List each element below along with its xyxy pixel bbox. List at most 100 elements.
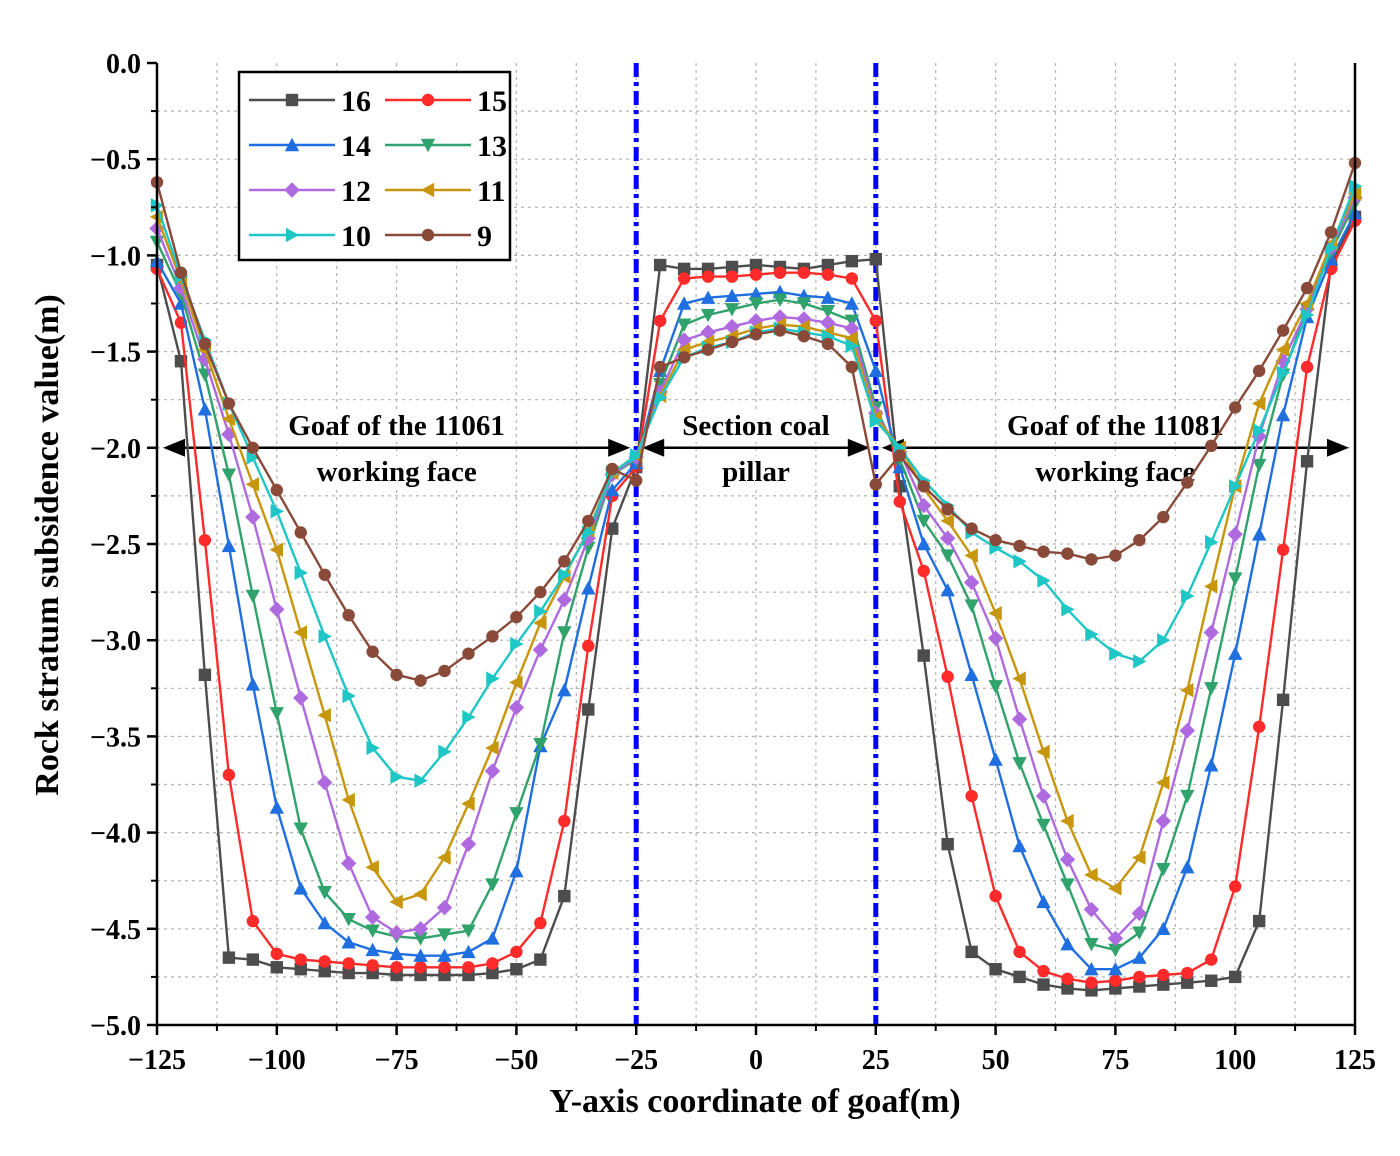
data-point bbox=[606, 522, 619, 535]
data-point bbox=[916, 536, 931, 551]
annotation-label: Goaf of the 11061 bbox=[288, 410, 505, 442]
data-point bbox=[222, 768, 236, 782]
data-point bbox=[270, 961, 283, 974]
data-point bbox=[174, 266, 188, 279]
data-point bbox=[461, 944, 476, 959]
data-point bbox=[1229, 479, 1243, 494]
data-point bbox=[605, 482, 620, 497]
data-point bbox=[989, 963, 1002, 976]
data-point bbox=[197, 402, 213, 416]
data-point bbox=[1181, 976, 1194, 989]
data-point bbox=[965, 789, 978, 803]
legend-label: 9 bbox=[477, 220, 492, 253]
data-point bbox=[1085, 553, 1098, 566]
legend-item-13: 13 bbox=[385, 130, 507, 163]
data-point bbox=[940, 549, 955, 563]
data-point bbox=[342, 966, 355, 980]
data-point bbox=[773, 324, 787, 337]
series-16 bbox=[150, 210, 1362, 997]
data-point bbox=[1251, 396, 1266, 411]
data-point bbox=[558, 555, 571, 568]
data-point bbox=[1229, 880, 1242, 893]
data-point bbox=[1251, 458, 1267, 473]
annotation-label: working face bbox=[316, 456, 476, 488]
data-point bbox=[845, 338, 860, 354]
data-point bbox=[221, 538, 237, 553]
data-point bbox=[725, 270, 739, 283]
data-point bbox=[364, 909, 381, 925]
data-point bbox=[269, 800, 284, 814]
x-axis-title: Y-axis coordinate of goaf(m) bbox=[549, 1083, 960, 1120]
data-point bbox=[917, 564, 930, 578]
data-point bbox=[845, 272, 859, 285]
data-point bbox=[293, 690, 309, 706]
data-point bbox=[1036, 744, 1050, 759]
data-point bbox=[1013, 554, 1027, 569]
data-point bbox=[414, 961, 427, 974]
data-point bbox=[916, 514, 931, 529]
x-tick-label: 75 bbox=[1101, 1045, 1129, 1076]
annotation-label-backing bbox=[1032, 455, 1199, 488]
x-tick-label: −50 bbox=[494, 1045, 538, 1076]
data-point bbox=[988, 606, 1002, 621]
data-point bbox=[420, 138, 436, 153]
data-point bbox=[484, 763, 501, 779]
data-point bbox=[533, 615, 547, 631]
data-point bbox=[580, 530, 596, 546]
data-point bbox=[420, 182, 435, 198]
data-point bbox=[245, 677, 261, 691]
x-tick-label: 0 bbox=[749, 1045, 763, 1076]
data-point bbox=[558, 567, 572, 582]
legend-label: 12 bbox=[341, 175, 371, 208]
legend-box bbox=[237, 70, 512, 262]
data-point bbox=[582, 703, 595, 716]
data-point bbox=[1061, 547, 1074, 560]
data-point bbox=[1156, 921, 1171, 935]
data-point bbox=[724, 318, 740, 335]
data-point bbox=[1133, 533, 1146, 547]
data-point bbox=[941, 837, 954, 851]
annotation-label-backing bbox=[1004, 409, 1227, 442]
data-point bbox=[1228, 646, 1243, 660]
data-point bbox=[317, 886, 332, 900]
data-point bbox=[989, 533, 1002, 547]
data-point bbox=[653, 390, 668, 405]
series-9 bbox=[150, 156, 1362, 687]
data-point bbox=[1275, 342, 1290, 357]
data-point bbox=[341, 792, 355, 808]
x-tick-label: −25 bbox=[614, 1045, 658, 1076]
legend-label: 10 bbox=[341, 220, 371, 253]
data-point bbox=[1133, 980, 1146, 993]
data-point bbox=[533, 737, 548, 752]
data-point bbox=[1084, 867, 1098, 883]
legend-label: 13 bbox=[477, 130, 507, 163]
data-point bbox=[749, 328, 763, 341]
data-point bbox=[437, 928, 452, 942]
data-point bbox=[1179, 722, 1195, 739]
data-point bbox=[1131, 905, 1148, 922]
data-point bbox=[198, 337, 212, 351]
data-point bbox=[1133, 654, 1147, 669]
data-point bbox=[1276, 324, 1290, 337]
data-point bbox=[1013, 945, 1026, 959]
data-point bbox=[893, 449, 906, 462]
data-point bbox=[1276, 543, 1290, 556]
data-point bbox=[1085, 627, 1099, 642]
legend-item-15: 15 bbox=[385, 85, 507, 118]
data-point bbox=[1204, 758, 1219, 772]
data-point bbox=[222, 397, 236, 410]
data-point bbox=[1204, 579, 1218, 594]
data-point bbox=[246, 450, 261, 465]
data-point bbox=[1275, 407, 1291, 422]
data-point bbox=[414, 773, 428, 788]
data-point bbox=[246, 953, 260, 966]
data-point bbox=[318, 955, 331, 968]
data-point bbox=[1205, 953, 1218, 966]
data-point bbox=[421, 228, 435, 242]
data-point bbox=[868, 363, 883, 378]
data-point bbox=[198, 533, 212, 547]
data-point bbox=[485, 931, 500, 945]
data-point bbox=[1013, 539, 1026, 553]
data-point bbox=[796, 297, 812, 311]
